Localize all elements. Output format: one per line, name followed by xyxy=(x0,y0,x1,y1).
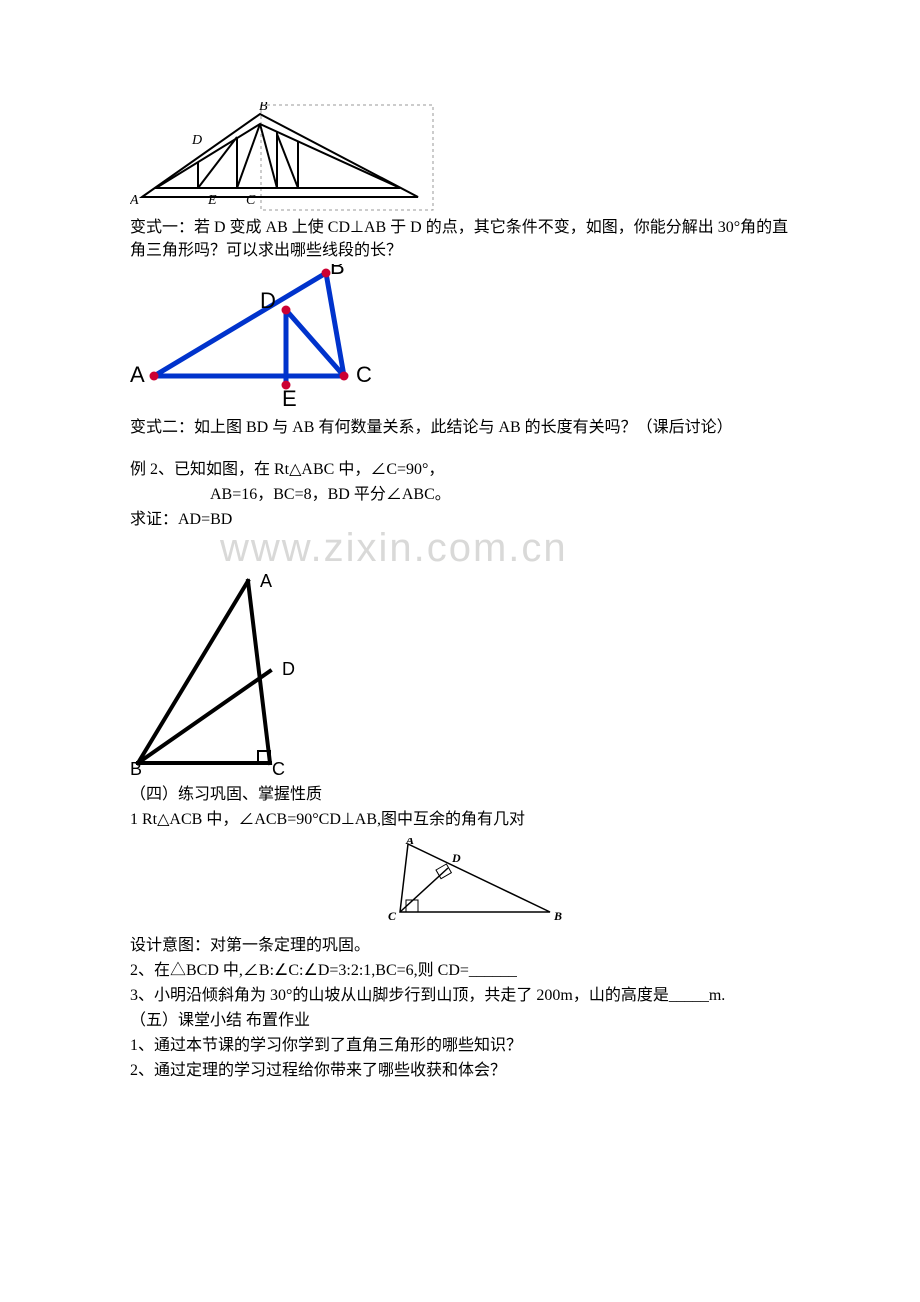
svg-text:D: D xyxy=(260,288,276,313)
svg-text:C: C xyxy=(388,909,397,923)
design-intent-1: 设计意图：对第一条定理的巩固。 xyxy=(130,934,790,957)
variation-2-text: 变式二：如上图 BD 与 AB 有何数量关系，此结论与 AB 的长度有关吗？（课… xyxy=(130,416,790,439)
figure-truss: A E C B D xyxy=(130,102,450,214)
summary-q2: 2、通过定理的学习过程给你带来了哪些收获和体会？ xyxy=(130,1059,790,1082)
svg-text:C: C xyxy=(272,759,285,779)
svg-text:D: D xyxy=(451,851,461,865)
svg-text:B: B xyxy=(330,264,345,279)
svg-text:E: E xyxy=(207,193,217,208)
exercise-3: 3、小明沿倾斜角为 30°的山坡从山脚步行到山顶，共走了 200m，山的高度是_… xyxy=(130,984,790,1007)
svg-text:D: D xyxy=(191,133,202,148)
example-2-line1: 例 2、已知如图，在 Rt△ABC 中，∠C=90°， xyxy=(130,458,790,481)
svg-text:C: C xyxy=(356,362,372,387)
svg-text:C: C xyxy=(246,193,256,208)
svg-text:A: A xyxy=(130,193,139,208)
variation-1-text: 变式一：若 D 变成 AB 上使 CD⊥AB 于 D 的点，其它条件不变，如图，… xyxy=(130,216,790,262)
exercise-1: 1 Rt△ACB 中，∠ACB=90°CD⊥AB,图中互余的角有几对 xyxy=(130,808,790,831)
example-2-line2: AB=16，BC=8，BD 平分∠ABC。 xyxy=(130,483,790,506)
section-4-title: （四）练习巩固、掌握性质 xyxy=(130,783,790,806)
svg-text:A: A xyxy=(260,571,272,591)
figure-small-triangle: A C B D xyxy=(350,838,570,928)
svg-text:B: B xyxy=(130,759,142,779)
svg-text:D: D xyxy=(282,659,295,679)
figure-blue-triangle: A B C D E xyxy=(130,264,390,414)
watermark: www.zixin.com.cn xyxy=(220,519,790,577)
svg-text:E: E xyxy=(282,386,297,411)
summary-q1: 1、通过本节课的学习你学到了直角三角形的哪些知识？ xyxy=(130,1034,790,1057)
figure-right-triangle: A B C D xyxy=(130,563,310,781)
svg-text:A: A xyxy=(130,362,145,387)
svg-text:B: B xyxy=(259,102,268,114)
svg-text:A: A xyxy=(405,838,414,847)
section-5-title: （五）课堂小结 布置作业 xyxy=(130,1009,790,1032)
svg-text:B: B xyxy=(553,909,562,923)
exercise-2: 2、在△BCD 中,∠B:∠C:∠D=3:2:1,BC=6,则 CD=_____… xyxy=(130,959,790,982)
